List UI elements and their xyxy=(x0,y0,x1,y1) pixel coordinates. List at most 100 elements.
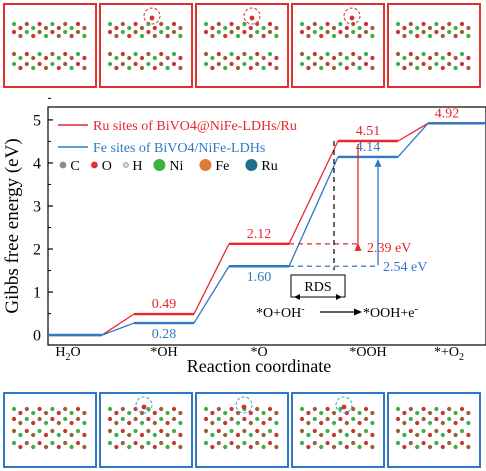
atom xyxy=(203,428,209,434)
atom xyxy=(434,21,439,27)
atom xyxy=(31,33,36,39)
atom xyxy=(255,440,260,446)
atom xyxy=(453,55,458,61)
atom xyxy=(325,61,330,67)
atom xyxy=(24,21,29,27)
atom xyxy=(299,21,305,27)
atom xyxy=(312,61,317,67)
structure-panel xyxy=(291,3,385,88)
atom xyxy=(255,29,260,35)
atom xyxy=(11,440,17,446)
atom xyxy=(312,406,317,412)
reaction-equation-left: *O+OH- xyxy=(256,304,305,321)
atom xyxy=(325,29,330,35)
atom xyxy=(133,428,138,434)
rds-label: RDS xyxy=(304,280,331,295)
atom xyxy=(312,428,317,434)
atom xyxy=(18,432,23,438)
atom xyxy=(434,428,439,434)
atom xyxy=(427,55,433,61)
atom xyxy=(120,51,125,57)
atom-symbol: Ru xyxy=(261,159,277,174)
atom xyxy=(357,55,362,61)
atom xyxy=(223,25,228,31)
atom-color-swatch xyxy=(59,161,67,169)
atom xyxy=(152,420,157,426)
atom xyxy=(146,416,151,422)
atom xyxy=(82,33,87,39)
atom xyxy=(63,416,68,422)
atom xyxy=(56,420,61,426)
atom xyxy=(43,420,49,426)
atom xyxy=(229,440,234,446)
atom xyxy=(261,33,266,39)
atom xyxy=(331,432,337,438)
atom xyxy=(127,432,132,438)
atom xyxy=(133,29,138,35)
adsorbate-atom xyxy=(149,15,155,21)
barrier-label-fe: 2.54 eV xyxy=(383,260,427,275)
connector-line xyxy=(193,265,230,324)
atom xyxy=(203,440,209,446)
atom xyxy=(165,420,170,426)
atom xyxy=(312,51,317,57)
panel-frame xyxy=(3,392,97,468)
atom xyxy=(178,55,183,61)
atom xyxy=(447,51,452,57)
structure-panel xyxy=(3,3,97,88)
atom xyxy=(447,440,452,446)
atom xyxy=(466,25,471,31)
atom xyxy=(43,65,49,71)
atom xyxy=(248,65,253,71)
atom xyxy=(459,406,465,412)
atom xyxy=(402,410,407,416)
atom xyxy=(319,420,324,426)
atom xyxy=(255,51,260,57)
atom xyxy=(56,33,61,39)
atom xyxy=(421,51,426,57)
atom xyxy=(395,29,401,35)
atom xyxy=(363,428,369,434)
atom xyxy=(31,410,36,416)
data-label: 2.12 xyxy=(247,227,272,242)
atom xyxy=(242,440,247,446)
atom xyxy=(229,428,234,434)
atom xyxy=(267,440,273,446)
atom xyxy=(216,51,221,57)
atom xyxy=(159,21,164,27)
panel-frame xyxy=(3,3,97,88)
atom xyxy=(370,444,375,450)
atom xyxy=(216,428,221,434)
atom xyxy=(434,51,439,57)
atom xyxy=(82,25,87,31)
atom xyxy=(139,25,145,31)
atom xyxy=(37,21,42,27)
structure-panel xyxy=(387,3,481,88)
x-axis-title: Reaction coordinate xyxy=(187,356,331,376)
atom xyxy=(56,444,61,450)
atom xyxy=(370,55,375,61)
reaction-equation-right: *OOH+e- xyxy=(363,304,418,321)
y-tick-label: 1 xyxy=(33,285,41,302)
atom xyxy=(427,25,433,31)
atom xyxy=(152,444,157,450)
atom xyxy=(415,25,420,31)
atom xyxy=(274,65,279,71)
atom xyxy=(24,29,29,35)
atom xyxy=(459,61,465,67)
atom xyxy=(248,444,253,450)
atom xyxy=(395,21,401,27)
atom xyxy=(274,33,279,39)
atom xyxy=(402,25,407,31)
atom xyxy=(440,55,445,61)
atom xyxy=(267,61,273,67)
atom xyxy=(229,416,234,422)
atom xyxy=(242,428,247,434)
connector-line xyxy=(288,140,339,245)
atom xyxy=(453,420,458,426)
atom xyxy=(447,416,452,422)
atom xyxy=(159,406,164,412)
atom xyxy=(82,420,87,426)
atom xyxy=(408,29,413,35)
atom xyxy=(152,65,157,71)
